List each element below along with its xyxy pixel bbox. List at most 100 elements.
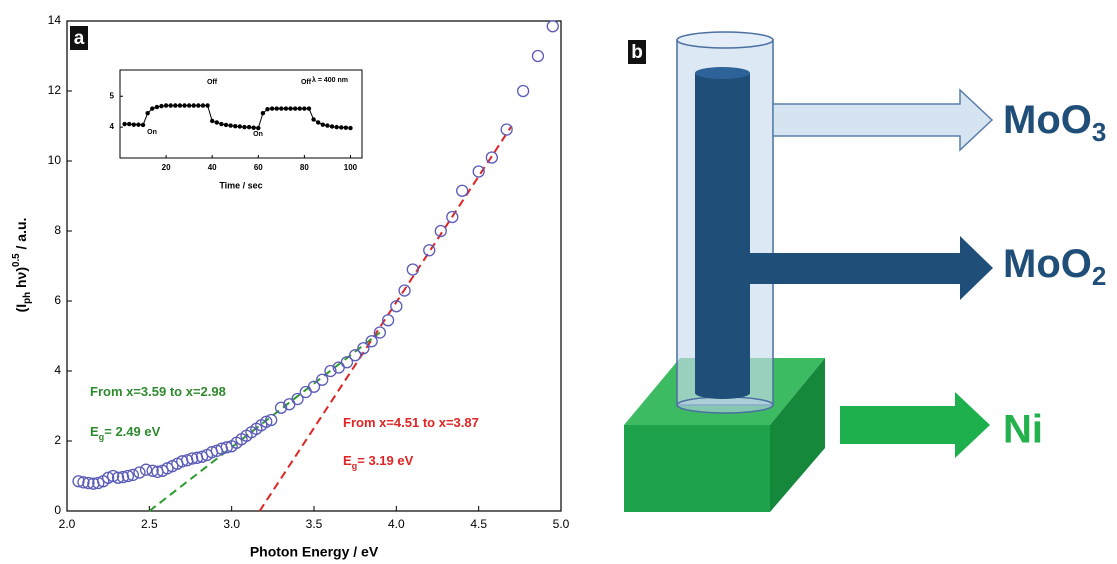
data-point: [168, 103, 173, 108]
text-part: On: [253, 131, 263, 138]
data-point: [334, 124, 339, 130]
data-point: [274, 106, 279, 111]
data-point: [214, 120, 219, 125]
data-point: [546, 20, 559, 33]
data-point: [306, 106, 312, 111]
annotation: On: [253, 131, 263, 138]
data-point: [297, 106, 302, 111]
y-tick-label: 10: [48, 153, 62, 167]
data-point: [185, 452, 199, 465]
y-tick-label: 5: [110, 91, 115, 100]
data-point: [246, 124, 252, 130]
plot-frame: [119, 69, 363, 159]
data-point: [357, 342, 370, 355]
text-part: Off: [207, 79, 218, 86]
data-point: [398, 284, 411, 297]
data-point: [133, 466, 146, 479]
data-point: [311, 117, 316, 122]
data-point: [131, 122, 137, 127]
label-text: MoO: [1003, 98, 1092, 142]
text-part: ph: [22, 292, 33, 304]
data-point: [237, 124, 243, 129]
data-point: [325, 123, 330, 128]
y-tick-label: 0: [54, 503, 61, 517]
data-point: [279, 106, 284, 111]
data-point: [223, 122, 229, 128]
x-axis-label: Time / sec: [219, 180, 262, 190]
x-tick-label: 40: [208, 163, 217, 172]
outer-cylinder-bottom: [676, 396, 774, 414]
panel-label-box: [628, 40, 646, 64]
data-point: [531, 49, 545, 63]
text-part: = 2.49 eV: [104, 424, 160, 439]
label-moo2: MoO2: [1003, 242, 1106, 291]
text-part: λ = 400 nm: [312, 76, 348, 84]
label-text: MoO: [1003, 242, 1092, 286]
data-point: [291, 392, 304, 406]
text-part: g: [99, 432, 105, 442]
data-point: [77, 476, 90, 489]
data-point: [329, 124, 335, 129]
x-tick-label: 3.0: [223, 517, 240, 531]
data-point: [196, 103, 201, 108]
data-point: [434, 224, 447, 238]
data-point: [283, 106, 289, 111]
panel-label: a: [74, 28, 85, 49]
data-point: [116, 470, 130, 484]
fit-line: [258, 125, 513, 512]
text-part: From x=3.59 to x=2.98: [90, 384, 226, 399]
data-point: [349, 349, 362, 362]
data-point: [265, 107, 270, 112]
data-point: [365, 335, 378, 348]
inner-cylinder-bottom: [695, 387, 750, 399]
text-part: E: [90, 424, 99, 439]
arrow-moo3: [772, 88, 994, 152]
data-point: [260, 111, 266, 116]
data-point: [177, 103, 183, 108]
y-tick-label: 4: [110, 122, 115, 131]
annotation: From x=3.59 to x=2.98: [90, 384, 226, 399]
data-point: [200, 103, 206, 108]
data-point: [516, 84, 530, 98]
data-point: [485, 151, 498, 164]
y-tick-label: 14: [48, 13, 62, 27]
x-tick-label: 2.5: [141, 517, 158, 531]
label-sub: 2: [1092, 261, 1106, 291]
data-point: [220, 441, 233, 454]
data-point: [140, 122, 146, 128]
fit-line: [148, 331, 381, 512]
x-tick-label: 3.5: [306, 517, 323, 531]
text-part: g: [352, 461, 358, 471]
data-point: [182, 103, 187, 108]
data-point: [472, 165, 485, 178]
label-moo3: MoO3: [1003, 98, 1106, 147]
data-point: [127, 121, 132, 127]
data-point: [233, 123, 238, 129]
data-point: [339, 125, 344, 130]
x-tick-label: 80: [300, 163, 309, 172]
x-tick-label: 100: [344, 163, 358, 172]
data-point: [251, 125, 256, 130]
data-point: [343, 125, 349, 130]
outer-cylinder-top: [676, 31, 774, 49]
panel-label: b: [631, 42, 643, 63]
data-point: [446, 210, 459, 224]
x-tick-label: 20: [162, 163, 171, 172]
y-tick-label: 4: [54, 363, 61, 377]
label-sub: 3: [1092, 117, 1106, 147]
data-point: [456, 184, 469, 197]
y-tick-label: 6: [54, 293, 61, 307]
x-tick-label: 60: [254, 163, 263, 172]
annotation: From x=4.51 to x=3.87: [343, 415, 479, 430]
data-point: [299, 385, 312, 399]
x-axis-label: Photon Energy / eV: [250, 544, 379, 560]
x-tick-label: 4.0: [388, 517, 405, 531]
data-point: [145, 111, 150, 116]
data-point: [373, 326, 387, 339]
label-ni: Ni: [1003, 408, 1043, 452]
data-point: [228, 123, 233, 128]
data-point: [320, 122, 326, 127]
annotation: On: [147, 129, 157, 136]
annotation: Eg= 3.19 eV: [343, 453, 414, 471]
